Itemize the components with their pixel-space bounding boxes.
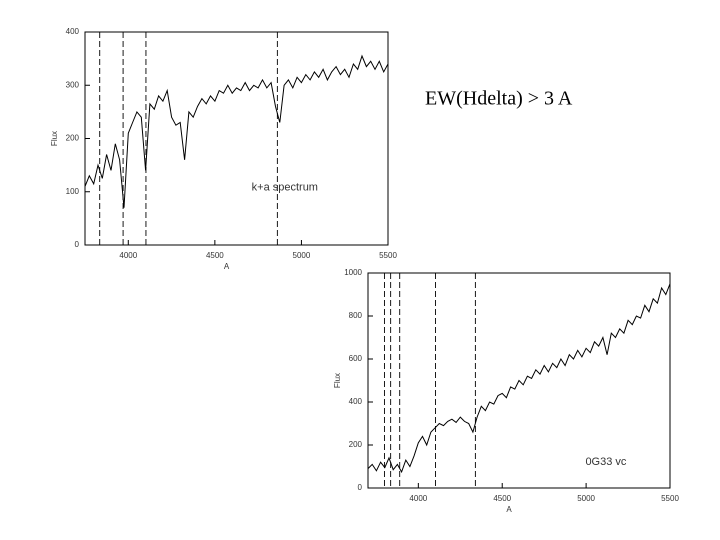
spectrum-line [84,54,389,208]
y-tick-label: 0 [75,240,80,249]
spectrum-line [367,283,671,474]
y-tick-label: 0 [358,483,363,492]
y-tick-label: 800 [349,311,363,320]
y-tick-label: 200 [349,440,363,449]
y-tick-label: 400 [349,397,363,406]
y-tick-label: 1000 [344,268,362,277]
plot-frame [367,272,671,489]
y-axis-label: Flux [50,131,59,146]
annotation: k+a spectrum [252,181,318,193]
x-tick-label: 5000 [293,251,311,260]
x-tick-label: 5500 [661,494,679,503]
x-axis-label: A [224,262,230,271]
x-tick-label: 4500 [493,494,511,503]
slide-text: EW(Hdelta) > 3 A [425,88,573,110]
annotation: 0G33 vc [585,456,626,468]
y-tick-label: 100 [66,187,80,196]
plot-frame [84,31,389,246]
x-tick-label: 4500 [206,251,224,260]
x-tick-label: 4000 [409,494,427,503]
y-tick-label: 200 [66,134,80,143]
x-tick-label: 4000 [119,251,137,260]
y-tick-label: 600 [349,354,363,363]
y-tick-label: 400 [66,27,80,36]
x-axis-label: A [506,505,512,514]
y-tick-label: 300 [66,80,80,89]
y-axis-label: Flux [333,373,342,388]
x-tick-label: 5500 [379,251,397,260]
x-tick-label: 5000 [577,494,595,503]
